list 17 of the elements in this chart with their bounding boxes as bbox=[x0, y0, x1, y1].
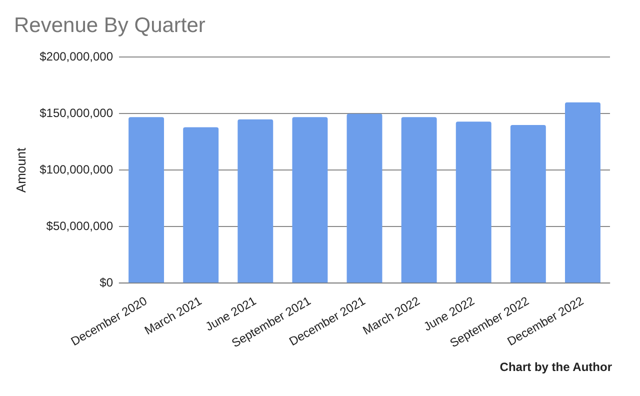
bar bbox=[564, 102, 600, 283]
chart-title: Revenue By Quarter bbox=[14, 14, 206, 38]
y-tick-label: $200,000,000 bbox=[40, 50, 114, 64]
bar bbox=[292, 117, 328, 283]
bar bbox=[128, 117, 164, 283]
bar bbox=[346, 114, 382, 283]
y-tick-label: $100,000,000 bbox=[40, 162, 114, 176]
bar bbox=[238, 119, 274, 283]
y-axis-title: Amount bbox=[13, 147, 28, 193]
bar bbox=[401, 117, 437, 283]
y-tick-label: $50,000,000 bbox=[46, 218, 114, 233]
y-tick-label: $150,000,000 bbox=[40, 106, 114, 120]
bar bbox=[456, 122, 492, 283]
text: Chart by the Author bbox=[500, 360, 612, 374]
bar bbox=[183, 127, 219, 283]
y-tick-label: $0 bbox=[100, 275, 114, 290]
bar bbox=[510, 124, 546, 283]
